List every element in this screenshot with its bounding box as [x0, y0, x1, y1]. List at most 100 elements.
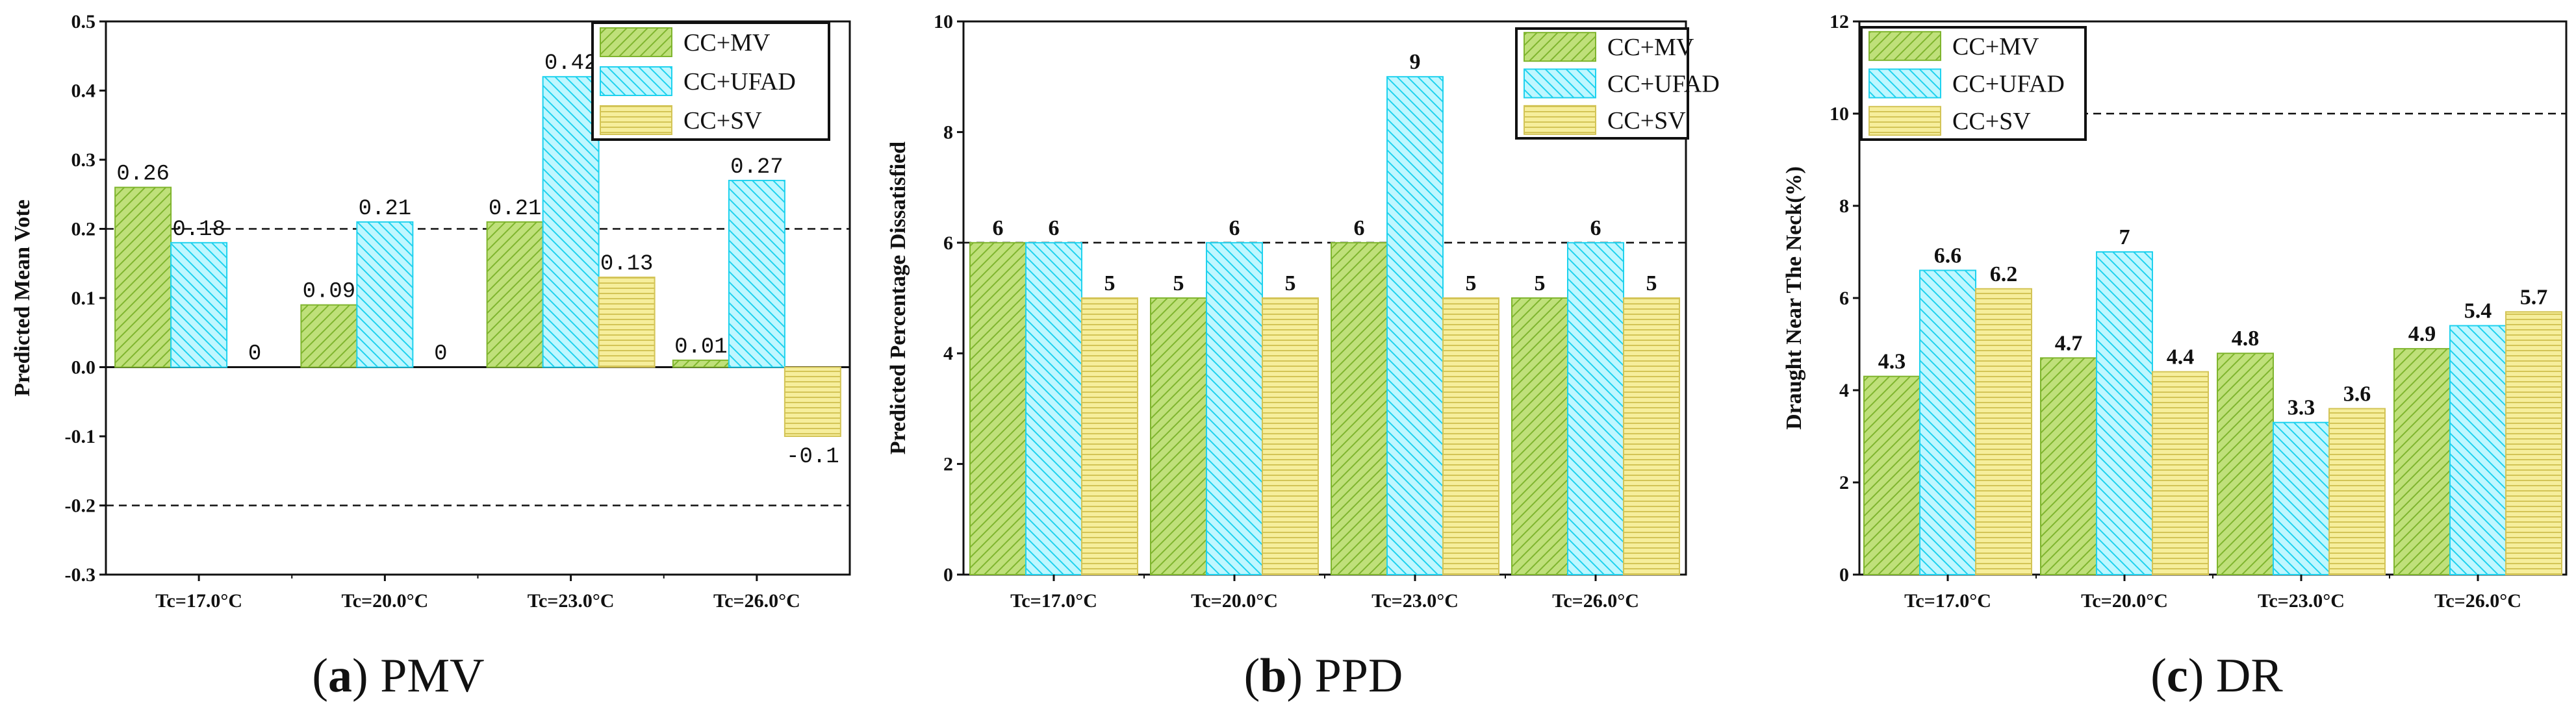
- data-label: 5: [1104, 271, 1116, 295]
- bar-ufad: [542, 76, 600, 368]
- y-tick-label: -0.2: [65, 495, 96, 517]
- bar-ufad: [2273, 421, 2330, 576]
- category-label: Tc=23.0°C: [2258, 590, 2345, 612]
- data-label: 4.4: [2167, 345, 2195, 369]
- bar-mv: [2393, 348, 2451, 575]
- y-tick-label: 0: [943, 564, 953, 586]
- bar-sv: [1975, 288, 2032, 575]
- legend-label: CC+MV: [683, 29, 771, 56]
- caption-letter: a: [328, 649, 352, 703]
- data-label: 0.09: [303, 280, 356, 305]
- data-label: 6.2: [1990, 262, 2018, 286]
- caption-text: PPD: [1315, 649, 1403, 703]
- category-label: Tc=26.0°C: [713, 590, 800, 612]
- data-label: 0: [434, 342, 447, 367]
- bar-sv: [1623, 297, 1680, 575]
- data-label: 4.3: [1878, 350, 1906, 374]
- y-tick-label: 0.2: [71, 219, 96, 240]
- bar-mv: [1511, 297, 1568, 575]
- data-label: 5: [1646, 271, 1657, 295]
- bar-mv: [2040, 357, 2097, 575]
- data-label: 6: [1590, 216, 1601, 240]
- caption-letter: c: [2167, 649, 2188, 703]
- data-label: 0.21: [359, 197, 412, 221]
- bar-mv: [1150, 297, 1207, 575]
- y-tick-label: 0.3: [71, 149, 96, 171]
- caption-text: DR: [2216, 649, 2283, 703]
- y-tick-label: 4: [1839, 380, 1849, 401]
- data-label: 5: [1466, 271, 1477, 295]
- legend-label: CC+SV: [1607, 107, 1686, 134]
- bar-ufad: [1025, 242, 1082, 575]
- data-label: 5: [1535, 271, 1546, 295]
- y-tick-label: 0.5: [71, 11, 96, 32]
- legend-swatch-ufad: [1868, 68, 1941, 99]
- y-tick-label: -0.1: [65, 426, 96, 447]
- legend-swatch-mv: [1524, 32, 1596, 62]
- data-label: 3.3: [2288, 396, 2315, 420]
- data-label: 5.7: [2520, 285, 2548, 309]
- y-tick-label: 12: [1830, 11, 1849, 32]
- bar-ufad: [2449, 325, 2506, 575]
- caption-letter: b: [1260, 649, 1286, 703]
- data-label: 5.4: [2464, 299, 2492, 323]
- data-label: 6: [1354, 216, 1365, 240]
- data-label: 0.42: [544, 51, 598, 76]
- bar-ufad: [1206, 242, 1263, 575]
- legend-label: CC+UFAD: [1952, 71, 2065, 98]
- legend: CC+MV CC+UFAD CC+SV: [591, 21, 830, 141]
- legend-swatch-mv: [600, 27, 672, 57]
- data-label: 0.26: [116, 162, 170, 187]
- data-label: 0.18: [172, 218, 225, 242]
- bar-sv: [1442, 297, 1499, 575]
- bar-sv: [2328, 408, 2386, 576]
- category-label: Tc=17.0°C: [1904, 590, 1991, 612]
- category-label: Tc=17.0°C: [1010, 590, 1097, 612]
- bar-mv: [114, 186, 172, 368]
- category-label: Tc=20.0°C: [2081, 590, 2168, 612]
- data-label: 6: [1049, 216, 1060, 240]
- legend-label: CC+MV: [1607, 34, 1694, 61]
- y-axis-title: Draught Near The Neck(%): [1782, 166, 1806, 430]
- y-axis-title: Predicted Mean Vote: [10, 199, 34, 396]
- data-label: 5: [1285, 271, 1296, 295]
- bar-mv: [672, 359, 730, 368]
- y-tick-label: 10: [934, 11, 953, 32]
- legend-label: CC+SV: [1952, 108, 2031, 135]
- legend: CC+MV CC+UFAD CC+SV: [1860, 26, 2087, 141]
- bar-mv: [969, 242, 1027, 575]
- bar-ufad: [1567, 242, 1624, 575]
- chart-panel-c: 0 2 4 6 8 10 12 4.3 6.6 6.2 Tc=17.0°C 4.7 7 4.4 Tc=20.…: [1782, 11, 2568, 703]
- y-tick-label: 0.4: [71, 81, 96, 102]
- category-label: Tc=26.0°C: [1552, 590, 1639, 612]
- y-tick-label: 8: [1839, 195, 1849, 217]
- panel-caption: (a) PMV: [312, 649, 484, 703]
- data-label: 7: [2119, 225, 2130, 249]
- legend-label: CC+UFAD: [683, 68, 796, 95]
- y-tick-label: 10: [1830, 103, 1849, 125]
- bar-ufad: [356, 221, 414, 368]
- y-tick-label: 0: [1839, 564, 1849, 586]
- category-label: Tc=26.0°C: [2434, 590, 2521, 612]
- bar-mv: [486, 221, 544, 368]
- y-tick-label: 0.1: [71, 288, 96, 309]
- bar-ufad: [1386, 76, 1444, 575]
- data-label: 4.8: [2232, 327, 2260, 351]
- y-tick-label: 2: [943, 454, 953, 475]
- bar-sv: [1262, 297, 1319, 575]
- data-label: 6: [1229, 216, 1240, 240]
- y-tick-label: 2: [1839, 472, 1849, 493]
- legend-swatch-sv: [600, 105, 672, 135]
- y-tick-label: 6: [943, 232, 953, 254]
- y-tick-label: -0.3: [65, 564, 96, 586]
- y-tick-label: 0.0: [71, 357, 96, 379]
- data-label: 5: [1173, 271, 1184, 295]
- bar-sv: [784, 366, 841, 437]
- data-label: 0.27: [730, 155, 784, 180]
- bar-ufad: [1919, 269, 1976, 575]
- category-label: Tc=20.0°C: [341, 590, 428, 612]
- category-label: Tc=17.0°C: [155, 590, 242, 612]
- bar-ufad: [170, 242, 228, 368]
- data-label: 0: [248, 342, 261, 367]
